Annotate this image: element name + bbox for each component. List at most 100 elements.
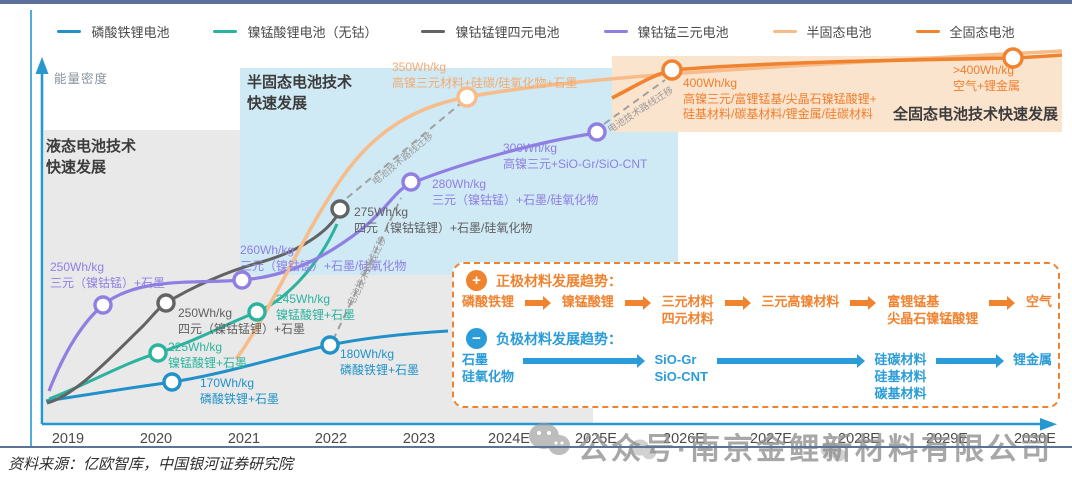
cathode-step: 富锂锰基 尖晶石镍锰酸锂 [887,294,978,328]
anode-step: 锂金属 [1013,352,1052,369]
legend-item-lnmo: 镍锰酸锂电池（无钴） [213,22,377,41]
x-tick-2028e: 2028E [838,431,880,447]
step-line: 硅氧化物 [462,368,515,384]
point-value: 275Wh/kg [354,205,409,219]
footer-divider [0,446,1072,448]
source-note: 资料来源：亿欧智库，中国银河证券研究院 [8,457,294,473]
point-material: 镍锰酸锂+石墨 [168,355,248,370]
x-tick-2022: 2022 [314,431,348,447]
right-arrow-icon [935,354,1004,368]
point-material: 镍锰酸锂+石墨 [276,307,356,322]
point-label-250-quaternary: 250Wh/kg 四元（镍钴锰锂）+石墨 [178,306,305,337]
semisolid-stage-title-line2: 快速发展 [247,95,308,112]
cathode-trend-chain: 磷酸铁锂 镍锰酸锂 三元材料 四元材料 三元高镍材料 富锂锰基 尖晶石镍锰酸锂 [462,294,1052,328]
cathode-step: 三元高镍材料 [761,294,839,311]
legend-item-ncm: 镍钴锰三元电池 [603,22,729,41]
cathode-step: 镍锰酸锂 [562,294,614,311]
step-line: 三元材料 [661,294,714,309]
point-label-225: 225Wh/kg 镍锰酸锂+石墨 [168,340,247,371]
anode-trend-header: − 负极材料发展趋势： [466,328,622,349]
step-line: 磷酸铁锂 [462,294,515,309]
legend-dash-icon [57,30,82,33]
legend-dash-icon [772,30,797,33]
right-arrow-icon [717,354,866,368]
point-material: 三元（镍钴锰）+石墨/硅氧化物 [432,192,599,207]
right-arrow-icon [989,296,1016,310]
step-line: 硅碳材料 [874,352,927,367]
wechat-icon [529,423,570,455]
step-line: SiO-Gr [654,352,697,367]
x-tick-2024e: 2024E [488,431,530,447]
anode-step: 石墨 硅氧化物 [462,352,514,386]
curve-lfp [45,329,449,403]
point-material: 磷酸铁锂+石墨 [340,362,420,377]
liquid-stage-title: 液态电池技术 快速发展 [46,136,136,178]
semisolid-stage-title: 半固态电池技术 快速发展 [247,72,352,114]
point-label-400: 400Wh/kg 高镍三元/富锂锰基/尖晶石镍锰酸锂+ 硅基材料/碳基材料/锂金… [683,76,877,123]
point-value: >400Wh/kg [953,63,1015,77]
step-line: 锂金属 [1012,352,1052,367]
anode-trend-chain: 石墨 硅氧化物 SiO-Gr SiO-CNT 硅碳材料 硅基材料 碳基材料 锂金… [462,352,1052,403]
point-value: 180Wh/kg [340,347,395,361]
point-material: 三元（镍钴锰）+石墨/硅氧化物 [240,258,407,273]
point-label-275: 275Wh/kg 四元（镍钴锰锂）+石墨/硅氧化物 [354,205,532,236]
x-tick-2020: 2020 [139,431,173,447]
left-frame-line [30,10,32,446]
step-line: 硅基材料 [874,368,927,384]
legend-label: 全固态电池 [949,25,1015,40]
point-label-400plus: >400Wh/kg 空气+锂金属 [953,63,1020,94]
point-material: 高镍三元材料+硅碳/硅氧化物+石墨 [392,75,578,90]
step-line: 三元高镍材料 [761,294,840,309]
point-value: 250Wh/kg [178,306,233,320]
legend-item-quaternary: 镍钴锰锂四元电池 [421,22,560,41]
point-label-280: 280Wh/kg 三元（镍钴锰）+石墨/硅氧化物 [432,177,598,208]
migration-dashed-lines [332,79,666,341]
step-line: 石墨 [462,352,489,367]
x-tick-2025e: 2025E [575,431,617,447]
point-value: 225Wh/kg [168,340,223,354]
y-axis-label: 能量密度 [54,72,109,86]
liquid-stage-title-line1: 液态电池技术 [46,138,137,155]
anode-step: 硅碳材料 硅基材料 碳基材料 [874,352,926,403]
legend-label: 镍锰酸锂电池（无钴） [247,25,378,40]
step-line: 富锂锰基 [887,294,940,309]
x-tick-2030e: 2030E [1014,431,1056,447]
point-value: 170Wh/kg [200,376,255,390]
point-value: 300Wh/kg [503,141,558,155]
cathode-step: 三元材料 四元材料 [662,294,714,328]
point-value: 245Wh/kg [276,292,331,306]
right-arrow-icon [524,296,551,310]
point-label-245: 245Wh/kg 镍锰酸锂+石墨 [276,292,355,323]
legend-label: 镍钴锰锂四元电池 [455,25,560,40]
point-value: 280Wh/kg [432,177,487,191]
step-line: SiO-CNT [654,368,708,384]
point-material: 空气+锂金属 [953,78,1021,93]
legend-dash-icon [915,30,940,33]
point-label-260: 260Wh/kg 三元（镍钴锰）+石墨/硅氧化物 [240,243,406,274]
x-tick-2029e: 2029E [926,431,968,447]
cathode-trend-title: 正极材料发展趋势： [496,272,622,289]
minus-icon: − [466,328,487,349]
step-line: 尖晶石镍锰酸锂 [887,310,979,326]
cathode-step: 磷酸铁锂 [462,294,514,311]
liquid-stage-title-line2: 快速发展 [46,159,107,176]
watermark-text: 公众号·南京金鲤新材料有限公司 [578,433,1053,466]
series-markers [93,47,1024,392]
x-tick-2019: 2019 [51,431,85,447]
step-line: 空气 [1025,294,1052,309]
point-value: 260Wh/kg [240,243,295,257]
legend-dash-icon [603,30,628,33]
right-arrow-icon [724,296,751,310]
point-label-170: 170Wh/kg 磷酸铁锂+石墨 [200,376,279,407]
point-material: 硅基材料/碳基材料/锂金属/硅碳材料 [683,107,874,122]
legend-dash-icon [421,30,446,33]
point-label-180: 180Wh/kg 磷酸铁锂+石墨 [340,347,419,378]
legend-item-semisolid: 半固态电池 [772,22,872,41]
materials-trend-box: + 正极材料发展趋势： 磷酸铁锂 镍锰酸锂 三元材料 四元材料 三元高镍材料 富… [452,262,1060,408]
point-material: 四元（镍钴锰锂）+石墨/硅氧化物 [354,220,533,235]
legend-label: 半固态电池 [806,25,872,40]
legend-label: 镍钴锰三元电池 [637,25,729,40]
legend-item-solid: 全固态电池 [915,22,1015,41]
wechat-icon [820,441,846,462]
